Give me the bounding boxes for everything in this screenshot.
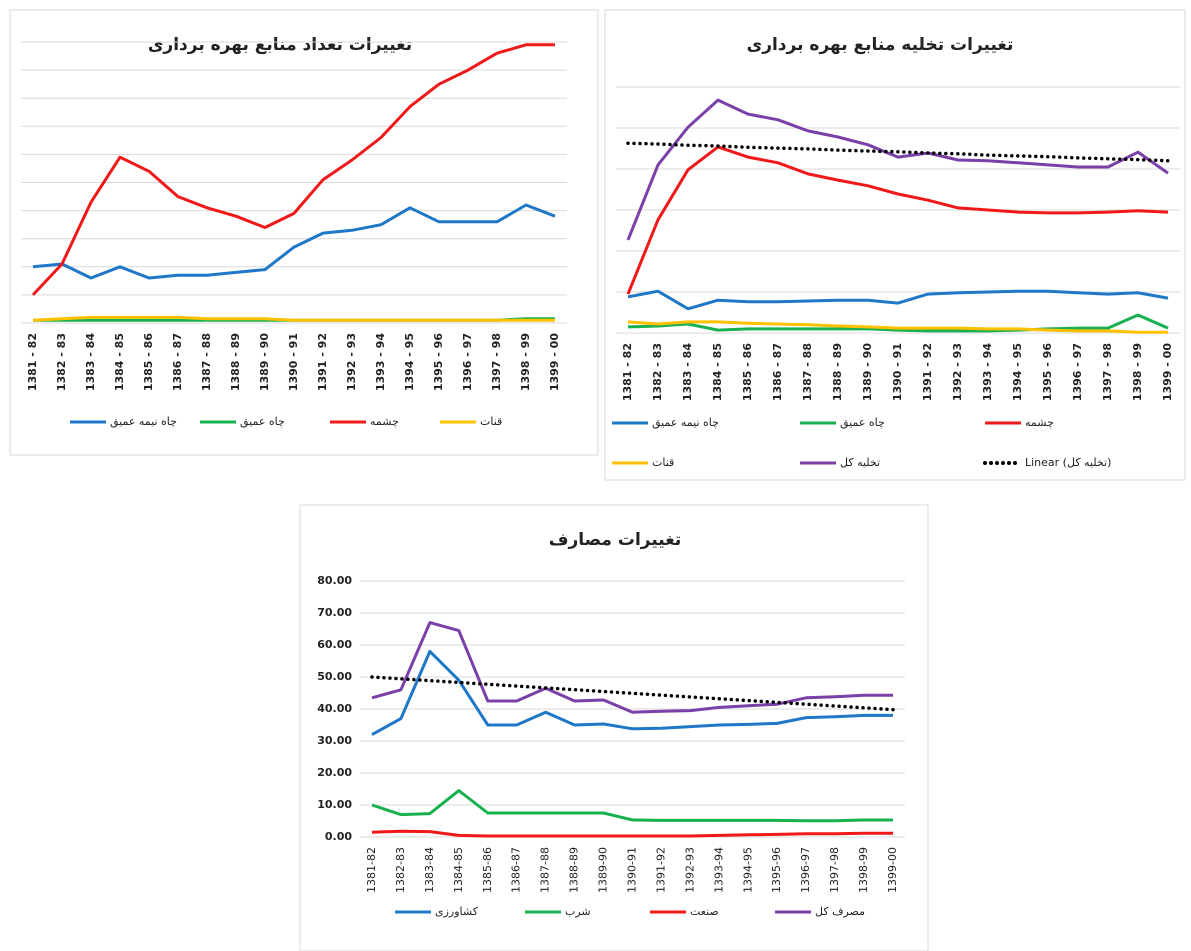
x-tick-label: 1387 - 88 (801, 343, 814, 401)
legend-label: صنعت (690, 905, 719, 918)
x-tick-label: 1385-86 (481, 847, 494, 893)
x-tick-label: 1384 - 85 (113, 333, 126, 391)
legend-label: چاه نیمه عمیق (652, 416, 719, 430)
x-tick-label: 1384 - 85 (711, 343, 724, 401)
chart-title: تغییرات تخلیه منابع بهره برداری (747, 35, 1014, 55)
x-tick-label: 1381 - 82 (621, 343, 634, 401)
legend-label: تخلیه کل (840, 456, 880, 469)
x-tick-label: 1388-89 (568, 847, 581, 893)
x-tick-label: 1392 - 93 (951, 343, 964, 401)
x-tick-label: 1386 - 87 (171, 333, 184, 391)
legend-label: چاه نیمه عمیق (110, 415, 177, 429)
x-tick-label: 1389 - 90 (861, 343, 874, 401)
chart-frame (10, 10, 598, 455)
x-tick-label: 1389 - 90 (258, 333, 271, 391)
x-tick-label: 1398 - 99 (519, 333, 532, 391)
x-tick-label: 1399 - 00 (1161, 343, 1174, 401)
legend-label: چشمه (1025, 416, 1054, 429)
x-tick-label: 1386-87 (510, 847, 523, 893)
y-tick-label: 40.00 (317, 702, 352, 715)
x-tick-label: 1397-98 (828, 847, 841, 893)
x-tick-label: 1394-95 (741, 847, 754, 893)
x-tick-label: 1398 - 99 (1131, 343, 1144, 401)
chart-frame (605, 10, 1185, 480)
x-tick-label: 1390-91 (626, 847, 639, 893)
x-tick-label: 1381 - 82 (26, 333, 39, 391)
x-tick-label: 1391 - 92 (921, 343, 934, 401)
legend-label: Linear (تخلیه کل) (1025, 456, 1111, 469)
x-tick-label: 1395 - 96 (1041, 343, 1054, 401)
x-tick-label: 1395 - 96 (432, 333, 445, 391)
legend-label: چشمه (370, 415, 399, 428)
x-tick-label: 1392 - 93 (345, 333, 358, 391)
y-tick-label: 10.00 (317, 798, 352, 811)
legend-label: قنات (652, 456, 674, 469)
x-tick-label: 1382-83 (394, 847, 407, 893)
x-tick-label: 1390 - 91 (891, 343, 904, 401)
x-tick-label: 1393-94 (712, 847, 725, 893)
x-tick-label: 1396-97 (799, 847, 812, 893)
x-tick-label: 1396 - 97 (461, 333, 474, 391)
x-tick-label: 1395-96 (770, 847, 783, 893)
y-tick-label: 30.00 (317, 734, 352, 747)
legend-label: چاه عمیق (240, 415, 285, 429)
x-tick-label: 1383 - 84 (681, 343, 694, 401)
x-tick-label: 1399 - 00 (548, 333, 561, 391)
x-tick-label: 1387-88 (539, 847, 552, 893)
x-tick-label: 1382 - 83 (55, 333, 68, 391)
page: تغییرات تعداد منابع بهره برداری 1381 - 82… (0, 0, 1191, 951)
x-tick-label: 1391-92 (654, 847, 667, 893)
x-tick-label: 1382 - 83 (651, 343, 664, 401)
y-tick-label: 70.00 (317, 606, 352, 619)
x-tick-label: 1393 - 94 (374, 333, 387, 391)
x-tick-label: 1388 - 89 (229, 333, 242, 391)
chart-title: تغییرات مصارف (549, 530, 681, 550)
legend-label: قنات (480, 415, 502, 428)
x-tick-label: 1389-90 (597, 847, 610, 893)
legend-label: چاه عمیق (840, 416, 885, 430)
legend-label: شرب (565, 905, 591, 918)
x-tick-label: 1388 - 89 (831, 343, 844, 401)
legend-label: مصرف کل (815, 905, 865, 918)
x-tick-label: 1397 - 98 (490, 333, 503, 391)
x-tick-label: 1392-93 (683, 847, 696, 893)
x-tick-label: 1383-84 (423, 847, 436, 893)
legend-label: کشاورزی (435, 905, 479, 918)
y-tick-label: 20.00 (317, 766, 352, 779)
y-tick-label: 0.00 (325, 830, 352, 843)
x-tick-label: 1398-99 (857, 847, 870, 893)
y-tick-label: 80.00 (317, 574, 352, 587)
x-tick-label: 1396 - 97 (1071, 343, 1084, 401)
x-tick-label: 1383 - 84 (84, 333, 97, 391)
x-tick-label: 1384-85 (452, 847, 465, 893)
charts: تغییرات تعداد منابع بهره برداری 1381 - 82… (0, 0, 1191, 951)
x-tick-label: 1393 - 94 (981, 343, 994, 401)
x-tick-label: 1391 - 92 (316, 333, 329, 391)
y-tick-label: 60.00 (317, 638, 352, 651)
x-tick-label: 1394 - 95 (1011, 343, 1024, 401)
x-tick-label: 1397 - 98 (1101, 343, 1114, 401)
x-tick-label: 1387 - 88 (200, 333, 213, 391)
x-tick-label: 1394 - 95 (403, 333, 416, 391)
chart-title: تغییرات تعداد منابع بهره برداری (148, 35, 412, 55)
x-tick-label: 1385 - 86 (142, 333, 155, 391)
x-tick-label: 1390 - 91 (287, 333, 300, 391)
y-tick-label: 50.00 (317, 670, 352, 683)
x-tick-label: 1381-82 (365, 847, 378, 893)
x-tick-label: 1386 - 87 (771, 343, 784, 401)
x-tick-label: 1385 - 86 (741, 343, 754, 401)
x-tick-label: 1399-00 (886, 847, 899, 893)
